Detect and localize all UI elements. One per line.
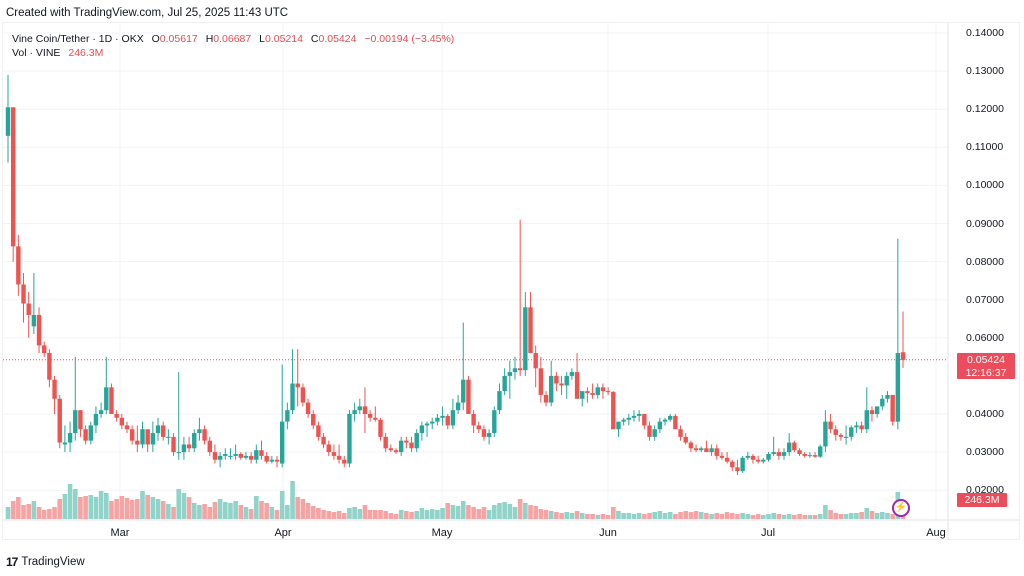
price-tick-label: 0.06000 bbox=[966, 331, 1004, 344]
time-tick-label: Aug bbox=[926, 527, 946, 539]
price-tick-label: 0.11000 bbox=[966, 141, 1004, 154]
volume-label[interactable]: Vol · VINE bbox=[12, 47, 61, 59]
close-value: 0.05424 bbox=[318, 33, 357, 45]
price-tick-label: 0.13000 bbox=[966, 65, 1004, 78]
tradingview-logo[interactable]: 17 TradingView bbox=[6, 555, 85, 569]
chart-legend: Vine Coin/Tether · 1D · OKX O0.05617 H0.… bbox=[12, 32, 454, 60]
symbol-title[interactable]: Vine Coin/Tether · 1D · OKX bbox=[12, 33, 144, 45]
price-tick-label: 0.12000 bbox=[966, 103, 1004, 116]
price-tick-label: 0.03000 bbox=[966, 446, 1004, 459]
price-tick-label: 0.04000 bbox=[966, 408, 1004, 420]
price-tick-label: 0.08000 bbox=[966, 255, 1004, 268]
volume-value: 246.3M bbox=[68, 47, 104, 59]
last-price-tag: 0.05424 12:16:37 bbox=[957, 353, 1015, 379]
created-caption: Created with TradingView.com, Jul 25, 20… bbox=[6, 7, 289, 19]
price-tick-label: 0.14000 bbox=[966, 27, 1004, 39]
low-label: L bbox=[259, 33, 266, 45]
low-value: 0.05214 bbox=[265, 33, 303, 45]
price-tick-label: 0.10000 bbox=[966, 179, 1004, 192]
change-value: −0.00194 (−3.45%) bbox=[364, 33, 455, 45]
volume-legend-row: Vol · VINE 246.3M bbox=[12, 46, 454, 60]
bar-countdown: 12:16:37 bbox=[965, 366, 1007, 379]
high-label: H bbox=[205, 33, 214, 45]
time-tick-label: Apr bbox=[274, 527, 292, 539]
time-tick-label: Jul bbox=[760, 527, 776, 539]
brand-name: TradingView bbox=[21, 556, 85, 568]
tradingview-mark-icon: 17 bbox=[6, 555, 18, 569]
price-tick-label: 0.07000 bbox=[966, 293, 1004, 306]
last-volume-tag: 246.3M bbox=[957, 493, 1007, 507]
ohlc-legend-row: Vine Coin/Tether · 1D · OKX O0.05617 H0.… bbox=[12, 32, 454, 46]
time-tick-label: Mar bbox=[110, 527, 130, 539]
close-label: C bbox=[310, 33, 319, 45]
open-label: O bbox=[151, 33, 160, 45]
lightning-icon[interactable]: ⚡ bbox=[892, 499, 910, 517]
time-tick-label: May bbox=[431, 527, 453, 539]
chart-frame bbox=[2, 22, 1020, 540]
time-tick-label: Jun bbox=[599, 527, 617, 539]
price-tick-label: 0.09000 bbox=[966, 217, 1004, 230]
open-value: 0.05617 bbox=[159, 33, 198, 45]
last-price-value: 0.05424 bbox=[967, 354, 1005, 366]
high-value: 0.06687 bbox=[213, 33, 252, 45]
